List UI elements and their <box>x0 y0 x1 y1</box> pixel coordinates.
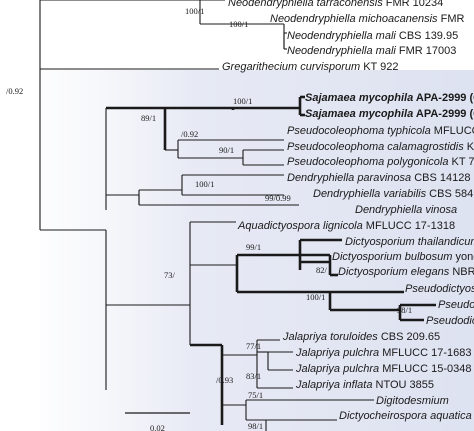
taxon-label: Pseudo <box>438 299 474 311</box>
strain-code: KT 731 <box>448 156 474 168</box>
taxon-label: Pseudocoleophoma typhicola MFLUCC 16- <box>287 125 474 137</box>
strain-code: APA-2999 (Co <box>413 92 474 104</box>
support-value: 100/1 <box>233 96 252 106</box>
taxon-name: Dictyosporium elegans <box>338 266 450 278</box>
strain-code: FMR 17003 <box>396 45 457 57</box>
taxon-name: Pseudodictyos <box>405 283 474 295</box>
support-value: 100/1 <box>195 179 214 189</box>
strain-code: MFLUCC 17-1318 <box>363 220 455 232</box>
taxon-label: Jalapriya inflata NTOU 3855 <box>295 379 434 391</box>
taxon-name: Dictyosporium bulbosum <box>332 251 452 263</box>
strain-code: CBS 584.96 <box>426 188 474 200</box>
support-value: 73/ <box>164 270 176 280</box>
taxon-name: Neodendryphiella michoacanensis <box>270 13 438 25</box>
strain-code: KUM <box>472 410 474 422</box>
support-value: 77/1 <box>246 341 261 351</box>
taxon-name: Gregarithecium curvisporum <box>222 61 360 73</box>
support-value: 98/1 <box>397 305 412 315</box>
taxon-label: Pseudocoleophoma calamagrostidis KT 328 <box>287 141 474 153</box>
taxon-label: Dendryphiella paravinosa CBS 14128 <box>287 172 470 184</box>
strain-code: FMR 10234 <box>383 0 444 9</box>
support-values: 100/1 100/1/0.92 100/1 89/1/0.92 90/1 100/1 99… <box>6 6 412 431</box>
taxon-label: Neodendryphiella mali CBS 139.95 <box>287 30 458 42</box>
taxon-name: Pseudocoleophoma polygonicola <box>287 156 448 168</box>
support-value: 100/1 <box>185 6 204 16</box>
taxon-name: Dictyocheirospora aquatica <box>339 410 472 422</box>
strain-code: APA-2999 (Con <box>413 108 474 120</box>
support-value: 99/1 <box>246 242 261 252</box>
support-value: 75/1 <box>248 390 263 400</box>
strain-code: NBRC 3 <box>449 266 474 278</box>
support-value: /0.92 <box>181 129 198 139</box>
taxon-label: Sajamaea mycophila APA-2999 (Con <box>305 108 474 120</box>
support-value: /0.93 <box>216 375 233 385</box>
taxon-name: Pseudocoleophoma typhicola <box>287 125 431 137</box>
strain-code: yone 22 <box>452 251 474 263</box>
strain-code: KT 922 <box>360 61 398 73</box>
taxon-label: Dictyosporium thailandicum MF <box>345 236 474 248</box>
taxon-name: Neodendryphiella tarraconensis <box>228 0 383 9</box>
support-value: 98/1 <box>248 421 263 431</box>
taxon-label: Dictyocheirospora aquatica KUM <box>339 410 474 422</box>
taxon-name: Dendryphiella paravinosa <box>287 172 411 184</box>
taxon-name: Dendryphiella vinosa <box>355 204 457 216</box>
taxon-label: Dendryphiella variabilis CBS 584.96 <box>313 188 474 200</box>
support-value: 99/0.99 <box>265 193 291 203</box>
taxon-label: Dendryphiella vinosa <box>355 204 457 216</box>
taxon-name: Sajamaea mycophila <box>305 108 413 120</box>
support-value: 83/1 <box>246 371 261 381</box>
strain-code: NTOU 3855 <box>372 379 434 391</box>
strain-code: KT 328 <box>464 141 474 153</box>
strain-code: FMR <box>438 13 465 25</box>
taxon-name: Pseudocoleophoma calamagrostidis <box>287 141 464 153</box>
taxon-label: Jalapriya pulchra MFLUCC 17-1683 <box>295 347 471 359</box>
taxon-name: Sajamaea mycophila <box>305 92 413 104</box>
taxon-label: Pseudocoleophoma polygonicola KT 731 <box>287 156 474 168</box>
taxon-label: Pseudodic <box>426 315 474 327</box>
taxon-label: Neodendryphiella michoacanensis FMR <box>270 13 464 25</box>
strain-code: CBS 209.65 <box>378 331 440 343</box>
strain-code: CBS 139.95 <box>396 30 458 42</box>
tree-branches <box>39 0 436 431</box>
taxon-label: Jalapriya toruloides CBS 209.65 <box>282 331 440 343</box>
taxon-name: Aquadictyospora lignicola <box>237 220 363 232</box>
taxon-name: Dendryphiella variabilis <box>313 188 427 200</box>
support-value: 100/1 <box>229 19 248 29</box>
taxon-label: Jalapriya pulchra MFLUCC 15-0348 <box>295 363 471 375</box>
taxon-label: Aquadictyospora lignicola MFLUCC 17-1318 <box>237 220 455 232</box>
support-value: 100/1 <box>306 292 325 302</box>
taxon-label: Neodendryphiella tarraconensis FMR 10234 <box>228 0 443 9</box>
taxon-name: Jalapriya pulchra <box>295 347 379 359</box>
taxon-name: Digitodesmium <box>376 395 449 407</box>
strain-code: CBS 14128 <box>411 172 470 184</box>
taxon-name: Neodendryphiella mali <box>287 30 396 42</box>
taxon-label: Neodendryphiella mali FMR 17003 <box>287 45 456 57</box>
support-value: 90/1 <box>219 145 234 155</box>
taxon-name: Jalapriya toruloides <box>282 331 378 343</box>
taxon-name: Pseudo <box>438 299 474 311</box>
taxon-name: Dictyosporium thailandicum <box>345 236 474 248</box>
taxon-label: Pseudodictyos <box>405 283 474 295</box>
support-value: 89/1 <box>141 113 156 123</box>
support-value: 82/ <box>316 265 328 275</box>
strain-code: MFLUCC 15-0348 <box>379 363 471 375</box>
taxon-label: Dictyosporium elegans NBRC 3 <box>338 266 474 278</box>
taxon-labels: Neodendryphiella tarraconensis FMR 10234… <box>222 0 474 422</box>
taxon-label: Gregarithecium curvisporum KT 922 <box>222 61 398 73</box>
taxon-label: Sajamaea mycophila APA-2999 (Co <box>305 92 474 104</box>
taxon-name: Jalapriya pulchra <box>295 363 379 375</box>
taxon-name: Neodendryphiella mali <box>287 45 396 57</box>
taxon-name: Pseudodic <box>426 315 474 327</box>
scale-bar-label: 0.02 <box>150 423 165 431</box>
taxon-name: Jalapriya inflata <box>295 379 372 391</box>
taxon-label: Dictyosporium bulbosum yone 22 <box>332 251 474 263</box>
strain-code: MFLUCC 16- <box>431 125 474 137</box>
strain-code: MFLUCC 17-1683 <box>379 347 471 359</box>
taxon-label: Digitodesmium <box>376 395 449 407</box>
support-value: /0.92 <box>6 86 23 96</box>
